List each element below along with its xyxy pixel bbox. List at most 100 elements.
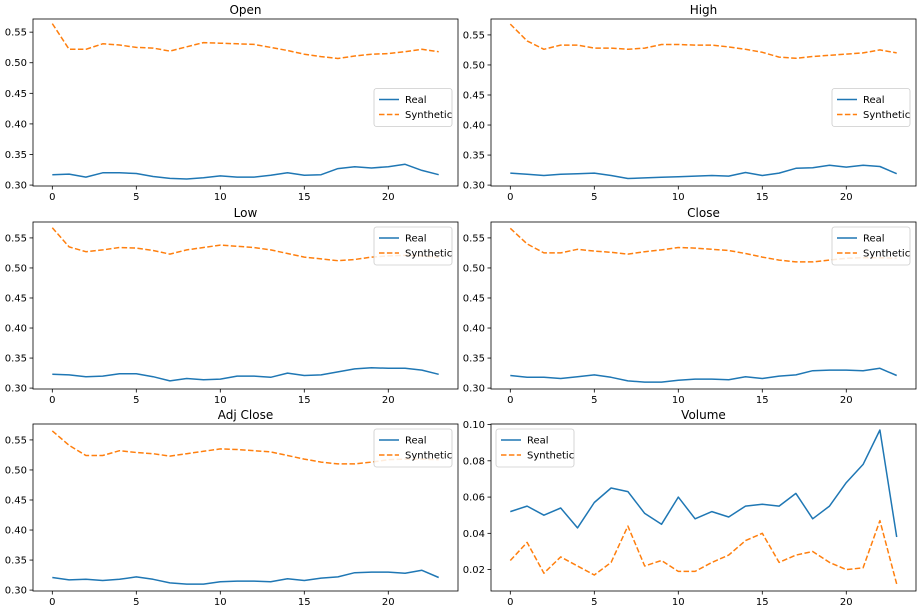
subplot-open: 0 5 10 15 20 0.30 0.35 0.40 0.45 0.50 0.55 Open Real… [5, 3, 459, 203]
axes-frame [32, 423, 459, 592]
legend-box [831, 88, 911, 127]
legend-box [373, 88, 453, 127]
x-tick-label: 15 [298, 597, 311, 608]
x-tick-label: 20 [382, 597, 395, 608]
subplot-volume: 0 5 10 15 20 0.02 0.04 0.06 0.08 0.10 Volume Real Sy… [463, 408, 917, 608]
x-tick-label: 15 [756, 597, 769, 608]
y-tick-label: 0.55 [5, 435, 27, 446]
axes-frame [32, 221, 459, 390]
legend: Real Synthetic [495, 428, 575, 468]
y-tick-label: 0.40 [5, 526, 27, 537]
series-line-real [510, 429, 898, 538]
y-tick-label: 0.04 [463, 529, 485, 540]
y-tick-label: 0.50 [5, 263, 27, 274]
x-tick-label: 5 [133, 192, 139, 203]
x-tick-label: 0 [49, 192, 55, 203]
x-tick-label: 10 [672, 192, 685, 203]
legend-label-real: Real [863, 234, 885, 245]
series-line-real [52, 569, 439, 585]
series-line-real [52, 163, 439, 180]
y-tick-label: 0.45 [463, 90, 485, 101]
legend-box [831, 226, 911, 266]
x-tick-label: 20 [840, 192, 853, 203]
subplot-title: Close [687, 206, 720, 220]
legend: Real Synthetic [373, 88, 453, 127]
y-tick-label: 0.30 [5, 384, 27, 395]
legend-label-synthetic: Synthetic [527, 451, 574, 462]
y-tick-label: 0.35 [463, 151, 485, 162]
x-tick-label: 15 [298, 192, 311, 203]
legend-label-synthetic: Synthetic [405, 110, 452, 121]
y-tick-label: 0.50 [5, 465, 27, 476]
legend-box [495, 428, 575, 468]
y-tick-label: 0.40 [463, 324, 485, 335]
legend: Real Synthetic [373, 226, 453, 266]
subplot-title: Low [234, 206, 258, 220]
y-tick-label: 0.30 [463, 384, 485, 395]
axes-frame [32, 18, 459, 187]
series-line-synthetic [509, 519, 898, 585]
legend-label-real: Real [527, 436, 549, 447]
y-tick-label: 0.45 [463, 293, 485, 304]
x-tick-label: 10 [214, 395, 227, 406]
y-tick-label: 0.35 [5, 354, 27, 365]
subplot-title: Open [229, 3, 261, 17]
axes-frame [490, 221, 917, 390]
x-tick-label: 0 [507, 597, 513, 608]
y-tick-label: 0.45 [5, 89, 27, 100]
x-tick-label: 10 [672, 395, 685, 406]
x-tick-label: 5 [591, 192, 597, 203]
legend-label-real: Real [405, 234, 427, 245]
subplot-title: High [690, 3, 718, 17]
axes-frame [490, 423, 917, 592]
y-tick-label: 0.35 [463, 354, 485, 365]
x-tick-label: 20 [382, 192, 395, 203]
x-tick-label: 10 [214, 597, 227, 608]
x-tick-label: 15 [298, 395, 311, 406]
y-tick-label: 0.55 [463, 30, 485, 41]
legend-label-synthetic: Synthetic [405, 451, 452, 462]
y-tick-label: 0.30 [5, 181, 27, 192]
legend-label-real: Real [863, 95, 885, 106]
x-tick-label: 0 [507, 395, 513, 406]
x-tick-label: 0 [507, 192, 513, 203]
legend-label-synthetic: Synthetic [405, 249, 452, 260]
x-tick-label: 15 [756, 192, 769, 203]
x-tick-label: 5 [591, 395, 597, 406]
legend: Real Synthetic [831, 88, 911, 127]
legend-label-synthetic: Synthetic [863, 110, 910, 121]
y-tick-label: 0.10 [463, 420, 485, 431]
subplot-title: Volume [681, 408, 726, 422]
y-tick-label: 0.30 [5, 586, 27, 597]
legend-label-real: Real [405, 436, 427, 447]
subplot-high: 0 5 10 15 20 0.30 0.35 0.40 0.45 0.50 0.55 High Real… [463, 3, 917, 203]
y-tick-label: 0.55 [5, 28, 27, 39]
y-tick-label: 0.50 [463, 60, 485, 71]
legend-box [373, 226, 453, 266]
y-tick-label: 0.06 [463, 493, 485, 504]
x-tick-label: 5 [591, 597, 597, 608]
x-tick-label: 10 [214, 192, 227, 203]
y-tick-label: 0.50 [463, 263, 485, 274]
y-tick-label: 0.35 [5, 150, 27, 161]
series-line-synthetic [509, 23, 897, 60]
subplot-title: Adj Close [218, 408, 273, 422]
legend-box [373, 428, 453, 468]
y-tick-label: 0.45 [5, 495, 27, 506]
y-tick-label: 0.50 [5, 58, 27, 69]
y-tick-label: 0.30 [463, 181, 485, 192]
subplot-adj-close: 0 5 10 15 20 0.30 0.35 0.40 0.45 0.50 0.55 Adj Clos… [5, 408, 459, 608]
axes-frame [490, 18, 917, 187]
x-tick-label: 0 [49, 395, 55, 406]
legend-label-real: Real [405, 95, 427, 106]
y-tick-label: 0.35 [5, 556, 27, 567]
y-tick-label: 0.55 [463, 233, 485, 244]
subplot-low: 0 5 10 15 20 0.30 0.35 0.40 0.45 0.50 0.55 Low Real S… [5, 206, 459, 406]
x-tick-label: 10 [672, 597, 685, 608]
legend: Real Synthetic [373, 428, 453, 468]
x-tick-label: 5 [133, 597, 139, 608]
y-tick-label: 0.40 [5, 119, 27, 130]
x-tick-label: 0 [49, 597, 55, 608]
series-line-real [510, 164, 897, 180]
